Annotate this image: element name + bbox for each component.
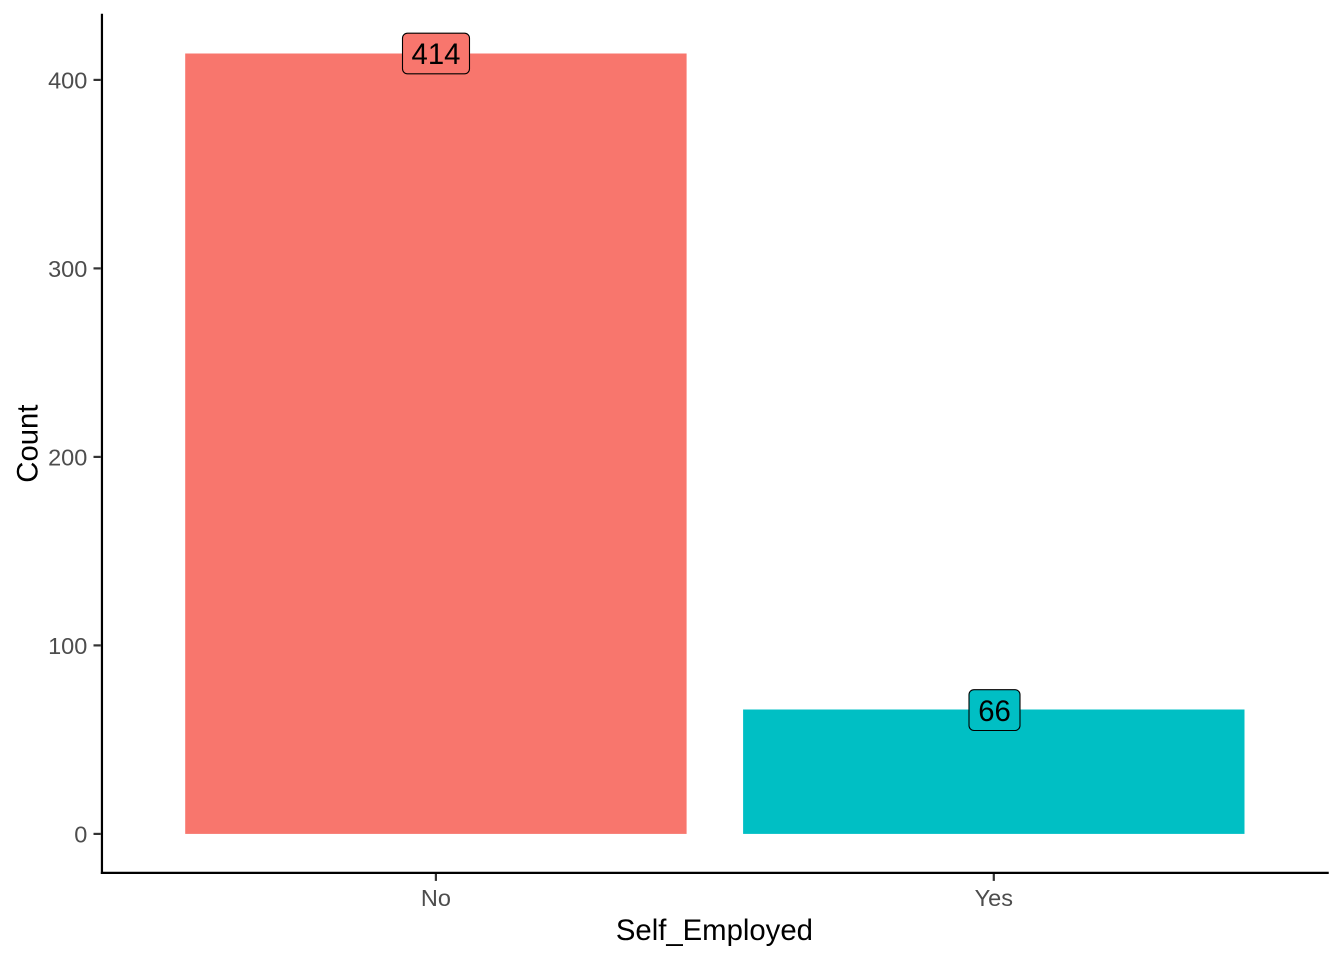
svg-text:400: 400 [48,67,87,93]
svg-text:Self_Employed: Self_Employed [616,914,813,947]
svg-text:300: 300 [48,256,87,282]
svg-text:Count: Count [12,405,45,483]
svg-text:Yes: Yes [975,885,1013,911]
svg-text:414: 414 [412,38,461,71]
svg-text:66: 66 [978,695,1011,728]
svg-text:100: 100 [48,633,87,659]
svg-text:0: 0 [74,821,87,847]
svg-text:200: 200 [48,444,87,470]
svg-text:No: No [421,885,451,911]
